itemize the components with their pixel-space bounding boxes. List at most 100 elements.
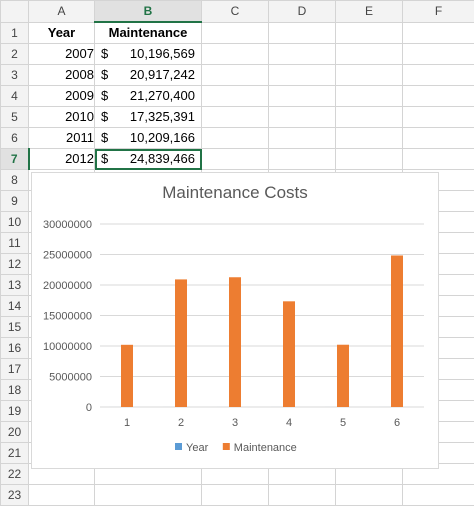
y-tick-label: 30000000 <box>43 219 92 231</box>
cell-b2[interactable]: $10,196,569 <box>95 44 202 65</box>
row-header-1[interactable]: 1 <box>1 22 29 44</box>
cell-amount: 24,839,466 <box>130 149 195 169</box>
row-header-6[interactable]: 6 <box>1 128 29 149</box>
cell[interactable] <box>95 485 202 506</box>
select-all-corner[interactable] <box>1 1 29 23</box>
cell[interactable] <box>202 107 269 128</box>
cell[interactable] <box>202 485 269 506</box>
cell[interactable] <box>336 485 403 506</box>
cell[interactable] <box>403 128 474 149</box>
y-tick-label: 0 <box>86 402 92 414</box>
cell-a2[interactable]: 2007 <box>29 44 95 65</box>
y-tick-label: 5000000 <box>49 372 92 384</box>
cell[interactable] <box>336 128 403 149</box>
row-header-15[interactable]: 15 <box>1 317 29 338</box>
cell[interactable] <box>336 149 403 170</box>
row-header-22[interactable]: 22 <box>1 464 29 485</box>
row-header-12[interactable]: 12 <box>1 254 29 275</box>
bar-maintenance <box>229 277 241 407</box>
legend-swatch-year <box>175 443 182 450</box>
cell-b7-selected[interactable]: $24,839,466 <box>95 149 202 170</box>
cell[interactable] <box>336 65 403 86</box>
row-header-9[interactable]: 9 <box>1 191 29 212</box>
row-header-11[interactable]: 11 <box>1 233 29 254</box>
x-tick-label: 2 <box>178 417 184 429</box>
cell[interactable] <box>202 65 269 86</box>
cell[interactable] <box>403 107 474 128</box>
cell[interactable] <box>29 485 95 506</box>
row-header-21[interactable]: 21 <box>1 443 29 464</box>
row-header-13[interactable]: 13 <box>1 275 29 296</box>
column-header-e[interactable]: E <box>336 1 403 23</box>
cell-a6[interactable]: 2011 <box>29 128 95 149</box>
legend-label-maintenance: Maintenance <box>234 442 297 454</box>
bar-maintenance <box>121 345 133 407</box>
row-header-3[interactable]: 3 <box>1 65 29 86</box>
row-header-20[interactable]: 20 <box>1 422 29 443</box>
cell[interactable] <box>202 128 269 149</box>
row-header-18[interactable]: 18 <box>1 380 29 401</box>
cell[interactable] <box>202 44 269 65</box>
cell[interactable] <box>269 65 336 86</box>
cell[interactable] <box>202 149 269 170</box>
cell[interactable] <box>403 86 474 107</box>
x-tick-label: 6 <box>394 417 400 429</box>
cell-b1[interactable]: Maintenance <box>95 22 202 44</box>
cell[interactable] <box>403 149 474 170</box>
bar-maintenance <box>391 255 403 407</box>
row-header-23[interactable]: 23 <box>1 485 29 506</box>
column-header-b[interactable]: B <box>95 1 202 23</box>
row-header-10[interactable]: 10 <box>1 212 29 233</box>
x-tick-label: 4 <box>286 417 292 429</box>
row-header-2[interactable]: 2 <box>1 44 29 65</box>
cell[interactable] <box>269 22 336 44</box>
currency-symbol: $ <box>101 86 108 106</box>
cell[interactable] <box>403 485 474 506</box>
cell-b3[interactable]: $20,917,242 <box>95 65 202 86</box>
row-header-5[interactable]: 5 <box>1 107 29 128</box>
cell[interactable] <box>269 485 336 506</box>
column-header-f[interactable]: F <box>403 1 474 23</box>
cell-b5[interactable]: $17,325,391 <box>95 107 202 128</box>
row-header-4[interactable]: 4 <box>1 86 29 107</box>
row-header-7[interactable]: 7 <box>1 149 29 170</box>
cell[interactable] <box>269 86 336 107</box>
cell[interactable] <box>336 44 403 65</box>
cell[interactable] <box>269 107 336 128</box>
column-header-a[interactable]: A <box>29 1 95 23</box>
cell-b4[interactable]: $21,270,400 <box>95 86 202 107</box>
cell-amount: 10,196,569 <box>130 44 195 64</box>
cell[interactable] <box>403 22 474 44</box>
row-header-16[interactable]: 16 <box>1 338 29 359</box>
cell[interactable] <box>202 22 269 44</box>
row-header-19[interactable]: 19 <box>1 401 29 422</box>
x-tick-label: 1 <box>124 417 130 429</box>
cell[interactable] <box>336 86 403 107</box>
y-tick-label: 25000000 <box>43 250 92 262</box>
cell[interactable] <box>269 128 336 149</box>
cell-a7[interactable]: 2012 <box>29 149 95 170</box>
cell-a5[interactable]: 2010 <box>29 107 95 128</box>
cell-a4[interactable]: 2009 <box>29 86 95 107</box>
cell[interactable] <box>403 44 474 65</box>
row-header-8[interactable]: 8 <box>1 170 29 191</box>
cell[interactable] <box>336 22 403 44</box>
column-header-d[interactable]: D <box>269 1 336 23</box>
cell[interactable] <box>269 149 336 170</box>
cell[interactable] <box>403 65 474 86</box>
cell[interactable] <box>269 44 336 65</box>
legend-swatch-maintenance <box>223 443 230 450</box>
row-header-17[interactable]: 17 <box>1 359 29 380</box>
column-header-c[interactable]: C <box>202 1 269 23</box>
cell-a3[interactable]: 2008 <box>29 65 95 86</box>
cell-b6[interactable]: $10,209,166 <box>95 128 202 149</box>
cell[interactable] <box>336 107 403 128</box>
y-tick-label: 10000000 <box>43 341 92 353</box>
currency-symbol: $ <box>101 107 108 127</box>
y-tick-label: 15000000 <box>43 311 92 323</box>
row-header-14[interactable]: 14 <box>1 296 29 317</box>
bar-maintenance <box>175 279 187 407</box>
cell-a1[interactable]: Year <box>29 22 95 44</box>
cell[interactable] <box>202 86 269 107</box>
